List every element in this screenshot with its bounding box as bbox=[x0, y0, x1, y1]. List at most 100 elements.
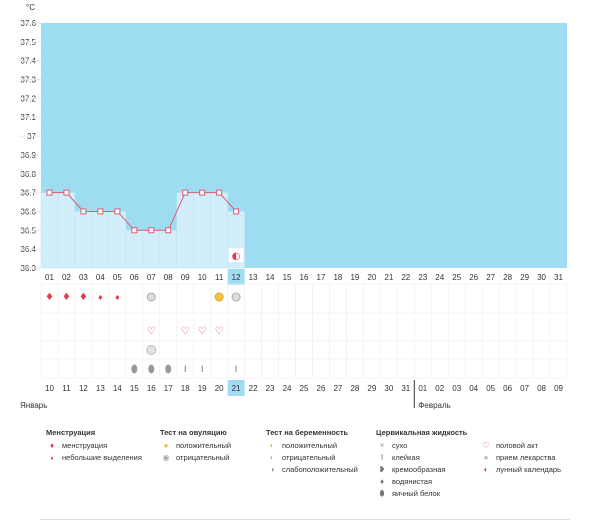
legend-ovulation-title: Тест на овуляцию bbox=[160, 428, 227, 437]
heart-icon: ♡ bbox=[181, 326, 190, 337]
legend-item-medication: ● прием лекарства bbox=[480, 452, 561, 464]
temp-fill-column bbox=[142, 230, 161, 269]
calendar-date-label: 07 bbox=[520, 384, 529, 393]
temperature-point bbox=[233, 208, 240, 215]
legend-label: менструация bbox=[62, 441, 108, 450]
cycle-day-label: 13 bbox=[249, 273, 258, 282]
legend-pregnancy: Тест на беременность ◐ положительный ◐ отр… bbox=[266, 428, 358, 476]
calendar-date-label: 30 bbox=[384, 384, 393, 393]
cycle-day-label: 22 bbox=[401, 273, 410, 282]
calendar-date-label: 06 bbox=[503, 384, 512, 393]
month-label-january: Январь bbox=[20, 401, 47, 410]
legend-label: кремообразная bbox=[392, 465, 446, 474]
legend-item-menstruation: ♦ менструация bbox=[46, 440, 142, 452]
legend-label: прием лекарства bbox=[496, 453, 556, 462]
spotting-drop-icon: ♦ bbox=[114, 294, 120, 302]
legend-item-moon: ◐ лунный календарь bbox=[480, 464, 561, 476]
legend-label: отрицательный bbox=[282, 453, 336, 462]
calendar-date-label: 31 bbox=[401, 384, 410, 393]
cycle-day-label: 06 bbox=[130, 273, 139, 282]
cycle-day-label: 14 bbox=[266, 273, 275, 282]
cycle-day-label: 15 bbox=[283, 273, 292, 282]
calendar-date-label: 16 bbox=[147, 384, 156, 393]
legend-ovulation: Тест на овуляцию ● положительный ◉ отрицат… bbox=[160, 428, 231, 464]
temperature-point bbox=[216, 189, 223, 196]
calendar-date-label: 05 bbox=[486, 384, 495, 393]
dry-icon: × bbox=[379, 441, 385, 450]
temp-fill-column bbox=[159, 230, 177, 269]
cycle-day-label: 08 bbox=[164, 273, 173, 282]
legend-menstruation: Менструация ♦ менструация ♦ небольшие выде… bbox=[46, 428, 142, 464]
legend-item-eggwhite: ⬮ яичный белок bbox=[376, 488, 467, 500]
calendar-date-label: 19 bbox=[198, 384, 207, 393]
calendar-date-label: 20 bbox=[215, 384, 224, 393]
eggwhite-icon bbox=[165, 364, 172, 374]
temp-fill-column bbox=[57, 192, 76, 269]
chart-area bbox=[41, 23, 567, 268]
cycle-day-label: 20 bbox=[367, 273, 376, 282]
cycle-day-label: 30 bbox=[537, 273, 546, 282]
legend-label: яичный белок bbox=[392, 489, 441, 498]
calendar-date-label: 04 bbox=[469, 384, 478, 393]
ovulation-negative-icon bbox=[146, 292, 156, 302]
temp-fill-column bbox=[108, 211, 127, 269]
cycle-day-label: 17 bbox=[317, 273, 326, 282]
temperature-point bbox=[114, 208, 121, 215]
legend-item-pregnancy-faint: ◑ слабоположительный bbox=[266, 464, 358, 476]
calendar-date-label: 28 bbox=[350, 384, 359, 393]
calendar-date-label: 18 bbox=[181, 384, 190, 393]
cycle-day-label: 10 bbox=[198, 273, 207, 282]
ovulation-negative-icon: ◉ bbox=[162, 453, 170, 462]
sticky-icon: Ⅰ bbox=[201, 365, 204, 375]
calendar-date-label: 10 bbox=[45, 384, 54, 393]
cycle-day-label: 03 bbox=[79, 273, 88, 282]
chart-legend: Менструация ♦ менструация ♦ небольшие выде… bbox=[40, 428, 600, 508]
legend-label: сухо bbox=[392, 441, 408, 450]
cycle-day-label: 01 bbox=[45, 273, 54, 282]
calendar-date-label: 12 bbox=[79, 384, 88, 393]
cycle-day-label: 05 bbox=[113, 273, 122, 282]
current-day-highlight bbox=[227, 269, 245, 285]
calendar-date-label: 09 bbox=[554, 384, 563, 393]
cycle-day-label: 29 bbox=[520, 273, 529, 282]
cycle-day-label: 16 bbox=[300, 273, 309, 282]
legend-label: положительный bbox=[282, 441, 338, 450]
temp-fill-column bbox=[74, 211, 93, 269]
calendar-date-label: 22 bbox=[249, 384, 258, 393]
moon-icon: ◐ bbox=[483, 465, 489, 474]
calendar-date-label: 25 bbox=[300, 384, 309, 393]
calendar-date-label: 01 bbox=[418, 384, 427, 393]
temperature-point bbox=[131, 227, 138, 234]
calendar-date-label: 21 bbox=[232, 384, 241, 393]
legend-other: ♡ половой акт ● прием лекарства ◐ лунный ка… bbox=[480, 440, 561, 476]
ovulation-positive-icon bbox=[214, 292, 224, 302]
calendar-date-label: 26 bbox=[317, 384, 326, 393]
legend-item-intercourse: ♡ половой акт bbox=[480, 440, 561, 452]
temperature-point bbox=[182, 189, 189, 196]
cycle-day-label: 25 bbox=[452, 273, 461, 282]
temperature-point bbox=[165, 227, 172, 234]
calendar-date-label: 13 bbox=[96, 384, 105, 393]
calendar-date-label: 27 bbox=[333, 384, 342, 393]
calendar-date-label: 23 bbox=[266, 384, 275, 393]
legend-label: слабоположительный bbox=[282, 465, 358, 474]
spotting-drop-icon: ♦ bbox=[97, 294, 103, 302]
eggwhite-icon bbox=[148, 364, 155, 374]
cycle-day-label: 28 bbox=[503, 273, 512, 282]
legend-label: положительный bbox=[176, 441, 232, 450]
legend-label: клейкая bbox=[392, 453, 420, 462]
calendar-date-label: 14 bbox=[113, 384, 122, 393]
temp-fill-column bbox=[40, 192, 59, 269]
cycle-day-label: 09 bbox=[181, 273, 190, 282]
cycle-day-label: 23 bbox=[418, 273, 427, 282]
cycle-day-label: 21 bbox=[384, 273, 393, 282]
legend-item-watery: ♦ водянистая bbox=[376, 476, 467, 488]
spotting-drop-icon: ♦ bbox=[50, 456, 54, 462]
calendar-date-label: 02 bbox=[435, 384, 444, 393]
temperature-point bbox=[80, 208, 87, 215]
calendar-date-label: 03 bbox=[452, 384, 461, 393]
legend-label: лунный календарь bbox=[496, 465, 562, 474]
cycle-day-label: 31 bbox=[554, 273, 563, 282]
